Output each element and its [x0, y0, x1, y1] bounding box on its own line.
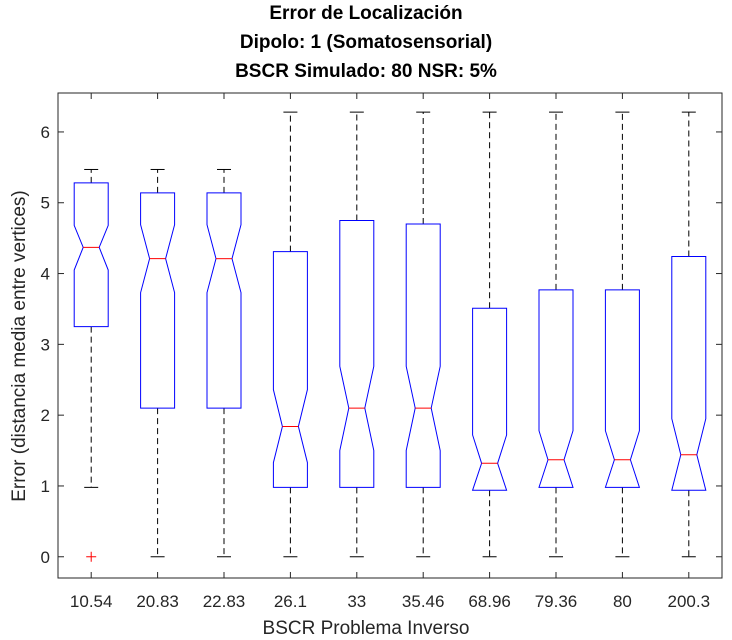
notched-box [671, 256, 707, 491]
y-tick-label: 6 [41, 123, 50, 142]
y-axis-label: Error (distancia media entre vertices) [9, 190, 30, 502]
x-tick-label: 80 [613, 592, 632, 611]
y-tick-label: 4 [41, 265, 50, 284]
notched-box [405, 223, 441, 488]
x-tick-label: 33 [347, 592, 366, 611]
x-tick-label: 26.1 [274, 592, 307, 611]
chart-title-line-1: Error de Localización [269, 3, 463, 24]
y-tick-label: 3 [41, 335, 50, 354]
notched-box [339, 219, 375, 488]
notched-box [140, 192, 176, 409]
chart-title-line-3: BSCR Simulado: 80 NSR: 5% [235, 61, 497, 82]
y-tick-label: 0 [41, 548, 50, 567]
notched-box [206, 192, 242, 409]
x-axis-label: BSCR Problema Inverso [262, 618, 470, 639]
x-tick-label: 68.96 [468, 592, 511, 611]
x-tick-label: 10.54 [70, 592, 113, 611]
notched-box [471, 307, 508, 491]
x-tick-label: 22.83 [203, 592, 246, 611]
chart-title-line-2: Dipolo: 1 (Somatosensorial) [239, 32, 493, 53]
plot-frame [57, 92, 723, 579]
y-tick-label: 2 [41, 406, 50, 425]
x-tick-label: 200.3 [668, 592, 711, 611]
notched-box [73, 182, 109, 328]
x-tick-label: 79.36 [535, 592, 578, 611]
x-tick-label: 20.83 [136, 592, 179, 611]
y-tick-label: 1 [41, 477, 50, 496]
notched-box [272, 251, 308, 488]
notched-box [604, 289, 641, 488]
x-tick-label: 35.46 [402, 592, 445, 611]
notched-box [538, 289, 574, 488]
y-tick-label: 5 [41, 194, 50, 213]
